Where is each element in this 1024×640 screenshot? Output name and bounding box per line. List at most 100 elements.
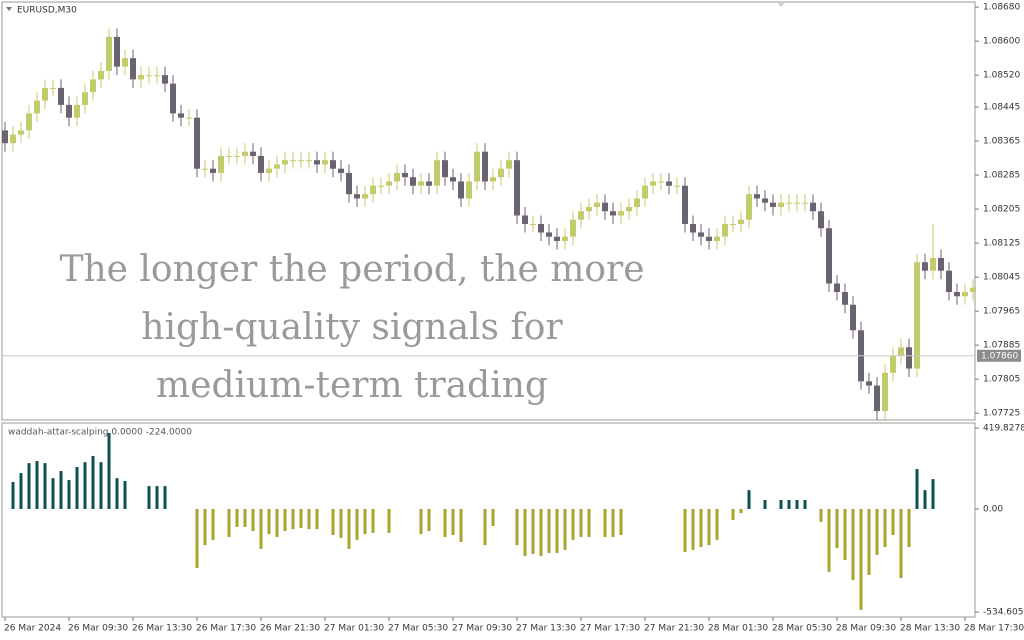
x-tick-label: 27 Mar 09:30 bbox=[452, 624, 512, 634]
candle-body bbox=[442, 160, 448, 178]
candle-body bbox=[786, 202, 792, 204]
candle-body bbox=[26, 113, 32, 131]
candle-body bbox=[234, 155, 240, 157]
x-tick-label: 26 Mar 13:30 bbox=[132, 624, 192, 634]
histogram-bar bbox=[363, 509, 367, 535]
candle-body bbox=[778, 202, 784, 207]
candle-body bbox=[506, 160, 512, 169]
histogram-bar bbox=[235, 509, 239, 527]
histogram-bar bbox=[539, 509, 543, 557]
candle-body bbox=[122, 58, 128, 67]
histogram-bar bbox=[147, 486, 151, 510]
histogram-bar bbox=[867, 509, 871, 575]
candle-body bbox=[658, 181, 664, 183]
candle-body bbox=[730, 223, 736, 225]
y-tick-label: 0.00 bbox=[983, 505, 1003, 515]
candle-body bbox=[530, 223, 536, 225]
candle-body bbox=[826, 228, 832, 284]
histogram-bar bbox=[491, 509, 495, 526]
histogram-bar bbox=[619, 509, 623, 536]
histogram-bar bbox=[27, 463, 31, 510]
candle-body bbox=[754, 194, 760, 199]
candle-body bbox=[330, 160, 336, 169]
x-tick-label: 27 Mar 21:30 bbox=[644, 624, 704, 634]
histogram-bar bbox=[259, 509, 263, 549]
candle-body bbox=[178, 113, 184, 118]
candle-body bbox=[738, 219, 744, 224]
candle-body bbox=[338, 168, 344, 173]
histogram-bar bbox=[35, 460, 39, 510]
histogram-bar bbox=[571, 509, 575, 540]
candle-body bbox=[954, 292, 960, 297]
histogram-bar bbox=[427, 509, 431, 531]
candle-body bbox=[946, 270, 952, 293]
candle-body bbox=[10, 134, 16, 144]
histogram-bar bbox=[587, 509, 591, 537]
candle-body bbox=[74, 104, 80, 118]
candle-body bbox=[682, 185, 688, 224]
current-price-box bbox=[977, 349, 1021, 362]
candle-body bbox=[850, 304, 856, 331]
candle-body bbox=[842, 292, 848, 305]
candle-body bbox=[2, 130, 8, 144]
histogram-bar bbox=[611, 509, 615, 537]
y-tick-label: 1.08680 bbox=[983, 3, 1020, 13]
candle-body bbox=[58, 87, 64, 105]
histogram-bar bbox=[307, 509, 311, 530]
candle-body bbox=[250, 151, 256, 156]
candle-body bbox=[930, 257, 936, 271]
histogram-bar bbox=[227, 509, 231, 537]
candle-body bbox=[130, 58, 136, 80]
histogram-bar bbox=[579, 509, 583, 537]
histogram-bar bbox=[91, 455, 95, 510]
candle-body bbox=[650, 181, 656, 186]
y-tick-label: 419.8278 bbox=[983, 424, 1024, 434]
candle-body bbox=[266, 168, 272, 173]
candle-body bbox=[634, 198, 640, 207]
candle-body bbox=[162, 75, 168, 84]
histogram-bar bbox=[547, 509, 551, 553]
candle-body bbox=[210, 168, 216, 173]
candle-body bbox=[378, 185, 384, 187]
candle-body bbox=[690, 223, 696, 233]
y-tick-label: 1.08285 bbox=[983, 171, 1020, 181]
candle-body bbox=[34, 100, 40, 114]
histogram-bar bbox=[115, 478, 119, 510]
y-tick-label: 1.08125 bbox=[983, 239, 1020, 249]
histogram-bar bbox=[875, 509, 879, 555]
candle-body bbox=[538, 223, 544, 233]
candle-body bbox=[226, 155, 232, 157]
candle-body bbox=[394, 172, 400, 182]
y-tick-label: 1.08520 bbox=[983, 71, 1020, 81]
histogram-bar bbox=[563, 509, 567, 550]
y-tick-label: 1.08600 bbox=[983, 37, 1020, 47]
candle-body bbox=[970, 287, 976, 293]
candle-body bbox=[962, 292, 968, 297]
histogram-bar bbox=[699, 509, 703, 547]
candle-body bbox=[186, 117, 192, 119]
candle-body bbox=[18, 130, 24, 135]
candle-body bbox=[42, 87, 48, 101]
candle-body bbox=[90, 79, 96, 93]
histogram-bar bbox=[67, 480, 71, 510]
candle-body bbox=[802, 202, 808, 204]
histogram-bar bbox=[603, 509, 607, 537]
candle-body bbox=[354, 194, 360, 199]
candle-body bbox=[434, 160, 440, 186]
candle-body bbox=[194, 117, 200, 169]
histogram-bar bbox=[387, 509, 391, 533]
candle-body bbox=[698, 232, 704, 237]
candle-body bbox=[450, 177, 456, 182]
candle-body bbox=[762, 198, 768, 203]
histogram-bar bbox=[883, 509, 887, 547]
histogram-bar bbox=[315, 509, 319, 530]
candle-body bbox=[890, 355, 896, 373]
candle-body bbox=[402, 172, 408, 178]
candle-body bbox=[218, 155, 224, 173]
histogram-bar bbox=[891, 509, 895, 536]
candle-body bbox=[346, 172, 352, 195]
histogram-bar bbox=[275, 509, 279, 537]
histogram-bar bbox=[243, 509, 247, 527]
histogram-bar bbox=[795, 499, 799, 510]
candle-body bbox=[498, 168, 504, 178]
